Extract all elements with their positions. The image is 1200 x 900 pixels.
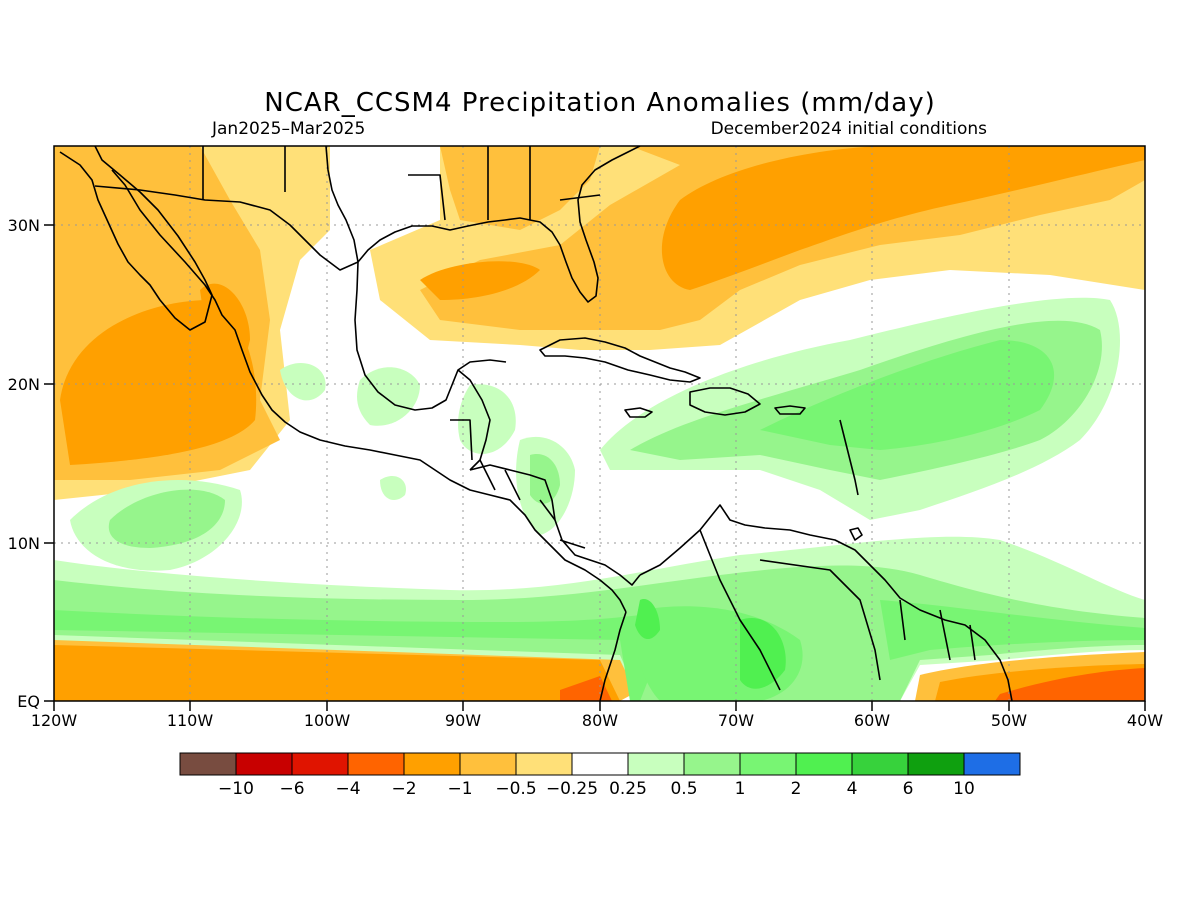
south-america-borders [699,529,976,691]
colorbar-tick-label: 0.5 [670,779,697,799]
trinidad [849,527,863,541]
colorbar-swatch [459,752,517,776]
init-conditions-label: December2024 initial conditions [711,119,988,139]
north-america-coast [59,146,213,331]
colorbar-swatch [347,752,405,776]
colorbar-tick-label: 0.25 [609,779,647,799]
colorbar-tick-label: −6 [279,779,304,799]
hispaniola [689,387,761,416]
colorbar-tick-label: 1 [735,779,746,799]
colorbar-swatch [907,752,965,776]
colorbar-tick-label: −10 [218,779,254,799]
colorbar-swatch [571,752,629,776]
lon-label-80w: 80W [582,711,618,730]
lon-label-70w: 70W [718,711,754,730]
puerto-rico [774,405,806,415]
coastlines [59,146,1013,701]
central-america-borders [450,419,586,549]
colorbar-tick-label: 4 [847,779,858,799]
colorbar-swatch [515,752,573,776]
lon-label-110w: 110W [167,711,214,730]
lat-label-eq: EQ [17,692,40,711]
colorbar-swatch [795,752,853,776]
colorbar-swatch [291,752,349,776]
colorbar-swatch [851,752,909,776]
lat-label-10n: 10N [8,534,40,553]
graticule [54,146,1145,701]
colorbar-swatch [403,752,461,776]
lon-label-120w: 120W [31,711,78,730]
colorbar-tick-label: 10 [953,779,975,799]
gulf-of-california-coast [111,169,627,613]
south-america-north-coast [639,504,1013,701]
wet-anomaly-regions [54,297,1145,701]
cuba [539,337,701,383]
colorbar-tick-label: −4 [335,779,360,799]
colorbar-swatch [963,752,1021,776]
colorbar-tick-label: 2 [791,779,802,799]
colorbar-swatch [683,752,741,776]
lon-label-100w: 100W [304,711,351,730]
colorbar-tick-label: −1 [447,779,472,799]
south-america-pacific-coast [599,611,627,701]
colorbar: −10 −6 −4 −2 −1 −0.5 −0.25 0.25 0.5 1 2 4 6 10 [179,752,1021,799]
lon-label-50w: 50W [991,711,1027,730]
colorbar-swatch [739,752,797,776]
anomaly-map [54,146,1145,701]
colorbar-tick-label: −0.5 [495,779,536,799]
colorbar-swatch [627,752,685,776]
us-mexico-border [94,185,359,271]
lesser-antilles [839,419,859,496]
axis-ticks [44,224,1146,711]
lon-label-90w: 90W [445,711,481,730]
jamaica [624,407,653,418]
colorbar-swatch [179,752,237,776]
colorbar-tick-label: −2 [391,779,416,799]
colorbar-swatch [235,752,293,776]
colorbar-tick-label: 6 [903,779,914,799]
dry-anomaly-regions [54,146,1145,701]
lat-label-20n: 20N [8,375,40,394]
map-title: NCAR_CCSM4 Precipitation Anomalies (mm/d… [264,88,936,118]
lon-label-60w: 60W [854,711,890,730]
lon-label-40w: 40W [1127,711,1163,730]
lat-label-30n: 30N [8,216,40,235]
central-america-east-coast [469,464,641,586]
us-state-borders [202,146,601,221]
texas-louisiana-coast [357,146,641,303]
period-label: Jan2025–Mar2025 [211,119,365,139]
gulf-coast [325,146,507,411]
colorbar-tick-label: −0.25 [546,779,598,799]
